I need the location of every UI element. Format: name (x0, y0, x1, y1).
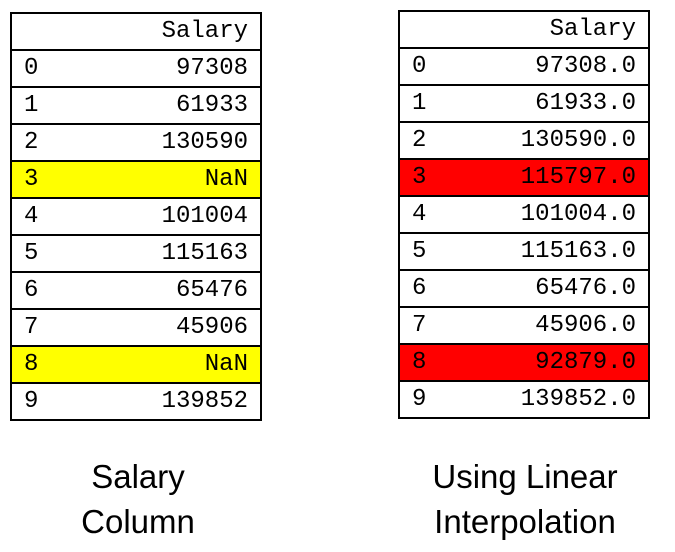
salary-value: 65476 (76, 271, 262, 310)
table-row: 3 115797.0 (398, 158, 650, 197)
salary-value: 45906.0 (464, 306, 650, 345)
caption-salary-column: Salary Column (38, 454, 238, 544)
table-row: 1 61933.0 (398, 84, 650, 123)
row-index: 0 (10, 49, 76, 88)
salary-value: 92879.0 (464, 343, 650, 382)
table-row: 9 139852 (10, 382, 262, 421)
caption-line: Using Linear (432, 458, 618, 495)
row-index: 1 (398, 84, 464, 123)
row-index: 8 (398, 343, 464, 382)
salary-value: 61933.0 (464, 84, 650, 123)
salary-value: NaN (76, 160, 262, 199)
caption-line: Interpolation (434, 503, 616, 540)
salary-value: 115163.0 (464, 232, 650, 271)
table-row: 1 61933 (10, 86, 262, 125)
row-index: 0 (398, 47, 464, 86)
table-row: 7 45906 (10, 308, 262, 347)
row-index: 9 (398, 380, 464, 419)
row-index: 5 (398, 232, 464, 271)
row-index: 3 (10, 160, 76, 199)
row-index: 6 (398, 269, 464, 308)
caption-linear-interpolation: Using Linear Interpolation (400, 454, 650, 544)
salary-value: 139852 (76, 382, 262, 421)
row-index: 5 (10, 234, 76, 273)
table-row: 0 97308.0 (398, 47, 650, 86)
table-row: 4 101004 (10, 197, 262, 236)
table-row: 6 65476.0 (398, 269, 650, 308)
table-row: 3 NaN (10, 160, 262, 199)
salary-value: 115797.0 (464, 158, 650, 197)
table-row: 9 139852.0 (398, 380, 650, 419)
salary-value: 101004.0 (464, 195, 650, 234)
table-body: 0 97308 1 61933 2 130590 3 NaN 4 101004 5 115163 6 65… (10, 49, 262, 421)
salary-header: Salary (10, 12, 262, 51)
salary-value: 65476.0 (464, 269, 650, 308)
caption-line: Salary (91, 458, 185, 495)
salary-value: 97308 (76, 49, 262, 88)
table-row: 2 130590.0 (398, 121, 650, 160)
salary-value: 139852.0 (464, 380, 650, 419)
salary-value: 61933 (76, 86, 262, 125)
row-index: 9 (10, 382, 76, 421)
salary-value: 130590 (76, 123, 262, 162)
table-row: 7 45906.0 (398, 306, 650, 345)
salary-value: 45906 (76, 308, 262, 347)
table-body: 0 97308.0 1 61933.0 2 130590.0 3 115797.0 4 10100… (398, 47, 650, 419)
table-row: 8 NaN (10, 345, 262, 384)
caption-line: Column (81, 503, 195, 540)
salary-value: 101004 (76, 197, 262, 236)
row-index: 3 (398, 158, 464, 197)
table-row: 8 92879.0 (398, 343, 650, 382)
salary-header: Salary (398, 10, 650, 49)
table-row: 2 130590 (10, 123, 262, 162)
interpolated-table: Salary 0 97308.0 1 61933.0 2 130590.0 3 115797.… (398, 10, 650, 419)
row-index: 7 (10, 308, 76, 347)
salary-value: 97308.0 (464, 47, 650, 86)
table-header-row: Salary (10, 12, 262, 51)
salary-value: 115163 (76, 234, 262, 273)
table-row: 4 101004.0 (398, 195, 650, 234)
row-index: 2 (10, 123, 76, 162)
table-row: 5 115163 (10, 234, 262, 273)
table-row: 5 115163.0 (398, 232, 650, 271)
row-index: 7 (398, 306, 464, 345)
table-row: 6 65476 (10, 271, 262, 310)
row-index: 1 (10, 86, 76, 125)
row-index: 4 (398, 195, 464, 234)
salary-column-table: Salary 0 97308 1 61933 2 130590 3 NaN 4 101004 5 11… (10, 12, 262, 421)
row-index: 2 (398, 121, 464, 160)
table-row: 0 97308 (10, 49, 262, 88)
row-index: 4 (10, 197, 76, 236)
salary-value: NaN (76, 345, 262, 384)
row-index: 6 (10, 271, 76, 310)
salary-value: 130590.0 (464, 121, 650, 160)
row-index: 8 (10, 345, 76, 384)
table-header-row: Salary (398, 10, 650, 49)
